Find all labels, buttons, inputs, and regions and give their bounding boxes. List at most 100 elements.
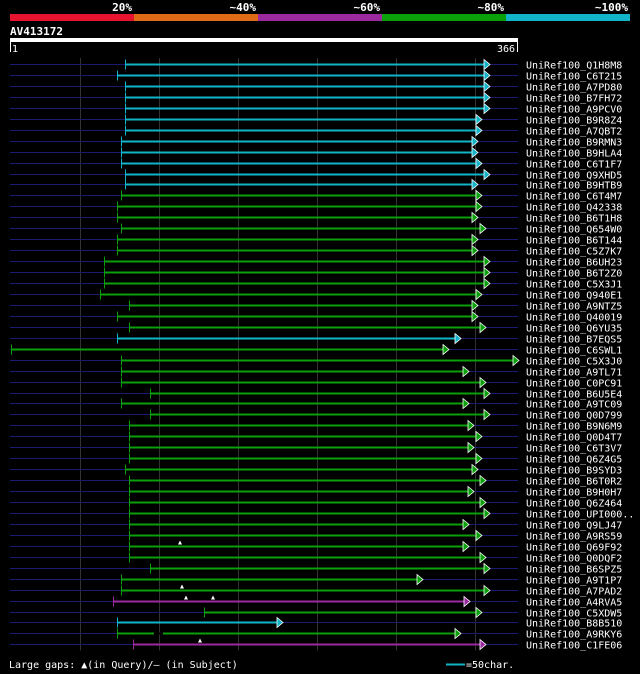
hit-arrow <box>475 452 483 465</box>
hit-arrow <box>462 540 470 553</box>
hit-arrow <box>475 113 483 126</box>
hit-arrow <box>462 365 470 378</box>
hit-label: UniRef100_C6T4M7 <box>526 192 622 203</box>
hit-label: UniRef100_A7PAD2 <box>526 587 622 598</box>
hit-arrow <box>475 124 483 137</box>
hit-label: UniRef100_B7EQS5 <box>526 335 622 346</box>
hit-row: UniRef100_Q42338 <box>10 200 622 214</box>
hit-arrow <box>479 551 487 564</box>
hit-label: UniRef100_C5Z7K7 <box>526 247 622 258</box>
hit-label: UniRef100_C6T1F7 <box>526 160 622 171</box>
hit-label: UniRef100_C1FE06 <box>526 641 622 652</box>
hit-row: UniRef100_A9TL71 <box>10 365 622 379</box>
hit-row: UniRef100_B9SYD3 <box>10 463 622 477</box>
hit-arrow <box>483 80 491 93</box>
hit-row: UniRef100_B6T0R2 <box>10 474 622 488</box>
hit-arrow <box>512 354 520 367</box>
hit-row: UniRef100_A9TC09 <box>10 397 622 411</box>
footer: Large gaps: ▲(in Query)/— (in Subject) =5… <box>9 660 514 671</box>
hit-label: UniRef100_C6SWL1 <box>526 346 622 357</box>
hit-row: UniRef100_Q9XHD5 <box>10 168 622 182</box>
hit-arrow <box>475 606 483 619</box>
hit-arrow <box>483 507 491 520</box>
hit-label: UniRef100_B8B510 <box>526 619 622 630</box>
hit-label: UniRef100_Q940E1 <box>526 291 622 302</box>
hit-arrow <box>471 135 479 148</box>
hit-row: UniRef100_B8B510 <box>10 616 622 630</box>
hit-row: UniRef100_B9N6M9 <box>10 419 622 433</box>
hit-label: UniRef100_B9SYD3 <box>526 466 622 477</box>
hit-label: UniRef100_Q1H8M8 <box>526 61 622 72</box>
legend-swatch <box>506 14 630 21</box>
query-end-label: 366 <box>497 44 515 55</box>
hit-label: UniRef100_A9TL71 <box>526 368 622 379</box>
hit-row: UniRef100_B6T144 <box>10 233 622 247</box>
hit-row: UniRef100_Q1H8M8 <box>10 58 622 72</box>
query-gap-mark <box>184 595 188 600</box>
hit-row: UniRef100_B6UH23 <box>10 255 622 269</box>
hit-label: UniRef100_Q9XHD5 <box>526 171 622 182</box>
hit-row: UniRef100_A9PCV0 <box>10 102 622 116</box>
hit-row: UniRef100_B9HTB9 <box>10 178 622 192</box>
hit-arrow <box>442 343 450 356</box>
hit-label: UniRef100_C5X3J1 <box>526 280 622 291</box>
hit-arrow <box>475 157 483 170</box>
hit-arrow <box>483 408 491 421</box>
scale-label: =50char. <box>466 660 514 671</box>
hit-arrow <box>475 430 483 443</box>
hit-label: UniRef100_C0PC91 <box>526 379 622 390</box>
hit-arrow <box>479 496 487 509</box>
hit-label: UniRef100_Q40019 <box>526 313 622 324</box>
hit-label: UniRef100_Q0DQF2 <box>526 554 622 565</box>
hit-arrow <box>475 529 483 542</box>
hit-rows: UniRef100_Q1H8M8UniRef100_C6T215UniRef10… <box>10 58 634 652</box>
hit-arrow <box>479 376 487 389</box>
hit-row: UniRef100_C1FE06 <box>10 638 622 652</box>
legend-label: ~80% <box>478 1 505 14</box>
hit-arrow <box>483 277 491 290</box>
query-gap-mark <box>178 540 182 545</box>
hit-row: UniRef100_C6SWL1 <box>10 343 622 357</box>
hit-label: UniRef100_A9RKY6 <box>526 630 622 641</box>
hit-arrow <box>462 397 470 410</box>
identity-legend: 20% ~40% ~60% ~80% ~100% <box>10 1 630 21</box>
hit-row: UniRef100_A7PD80 <box>10 80 622 94</box>
hit-label: UniRef100_A9T1P7 <box>526 576 622 587</box>
hit-label: UniRef100_B9HTB9 <box>526 181 622 192</box>
hit-label: UniRef100_B7FH72 <box>526 94 622 105</box>
hit-row: UniRef100_Q6YU35 <box>10 321 622 335</box>
hit-arrow <box>467 485 475 498</box>
query-ruler: AV413172 1 366 <box>10 25 518 55</box>
hit-row: UniRef100_UPI000.. <box>10 507 634 521</box>
hit-arrow <box>483 168 491 181</box>
hit-arrow <box>483 387 491 400</box>
hit-row: UniRef100_B9H0H7 <box>10 485 622 499</box>
hit-arrow <box>475 200 483 213</box>
hit-label: UniRef100_B6SPZ5 <box>526 565 622 576</box>
hit-row: UniRef100_Q6Z464 <box>10 496 622 510</box>
hit-row: UniRef100_A7QBT2 <box>10 124 622 138</box>
legend-label: ~60% <box>354 1 381 14</box>
hit-row: UniRef100_A4RVA5 <box>10 595 622 609</box>
hit-row: UniRef100_A9RS59 <box>10 529 622 543</box>
hit-label: UniRef100_B9R8Z4 <box>526 116 622 127</box>
legend-swatch <box>382 14 506 21</box>
hit-label: UniRef100_A9PCV0 <box>526 105 622 116</box>
hit-label: UniRef100_C6T215 <box>526 72 622 83</box>
legend-label: 20% <box>112 1 132 14</box>
hit-label: UniRef100_B6T1H8 <box>526 214 622 225</box>
gaps-legend-text: Large gaps: ▲(in Query)/— (in Subject) <box>9 660 238 671</box>
hit-row: UniRef100_B9HLA4 <box>10 146 622 160</box>
hit-row: UniRef100_Q40019 <box>10 310 622 324</box>
hit-row: UniRef100_B6T1H8 <box>10 211 622 225</box>
hit-arrow <box>483 69 491 82</box>
hit-row: UniRef100_Q0D4T7 <box>10 430 622 444</box>
hit-arrow <box>467 419 475 432</box>
hit-row: UniRef100_C0PC91 <box>10 376 622 390</box>
hit-label: UniRef100_Q0D4T7 <box>526 433 622 444</box>
query-start-label: 1 <box>12 44 18 55</box>
hit-arrow <box>483 102 491 115</box>
hit-arrow <box>454 627 462 640</box>
legend-label: ~40% <box>230 1 257 14</box>
